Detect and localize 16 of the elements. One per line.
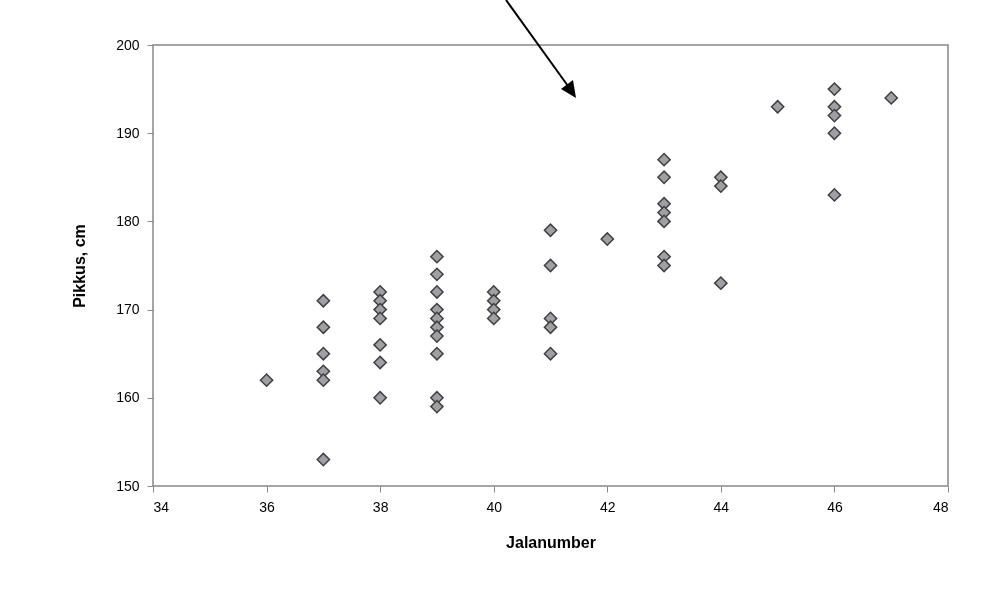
y-tick-label: 170 [116,301,140,318]
x-axis-title: Jalanumber [506,533,596,551]
y-tick-label: 180 [116,212,140,229]
x-tick-label: 36 [259,498,276,515]
y-tick-label: 160 [116,389,140,406]
x-tick-label: 48 [932,498,949,515]
x-tick-label: 40 [486,498,503,515]
x-tick-label: 44 [713,498,730,515]
x-tick-label: 42 [600,498,616,515]
y-tick-label: 150 [116,477,140,494]
y-tick-label: 200 [116,36,140,53]
y-tick-label: 190 [116,124,140,141]
x-tick-label: 38 [372,498,389,515]
x-tick-label: 34 [153,498,170,515]
y-axis-title: Pikkus, cm [71,224,89,308]
x-tick-label: 46 [827,498,843,515]
